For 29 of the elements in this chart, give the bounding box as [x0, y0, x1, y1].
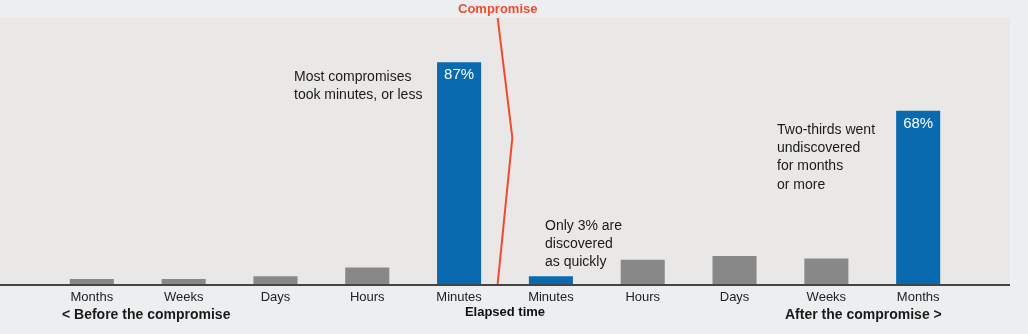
bar	[528, 276, 573, 284]
text: Compromise	[458, 1, 538, 16]
x-tick-label: Hours	[625, 289, 661, 305]
data-label: 68%	[903, 113, 934, 131]
data-label: 87%	[444, 65, 475, 83]
x-tick-label: Weeks	[163, 289, 204, 305]
x-tick-label: Weeks	[806, 289, 847, 305]
x-tick-label: Days	[260, 289, 291, 305]
bar	[69, 278, 114, 284]
bar	[161, 278, 206, 284]
bar	[620, 259, 665, 284]
annotation: Most compromises took minutes, or less	[294, 68, 423, 103]
text: After the compromise >	[785, 306, 942, 322]
bar	[804, 258, 849, 284]
x-tick-label: Minutes	[528, 289, 575, 305]
bar	[437, 62, 482, 284]
text: < Before the compromise	[62, 306, 231, 322]
x-tick-label: Months	[896, 289, 940, 305]
x-tick-label: Days	[719, 289, 750, 305]
bar	[253, 276, 298, 284]
x-tick-label: Months	[70, 289, 114, 305]
bar	[712, 255, 757, 284]
bar	[345, 267, 390, 284]
annotation: Only 3% are discovered as quickly	[545, 217, 623, 270]
x-tick-label: Hours	[349, 289, 386, 305]
bar	[896, 110, 941, 284]
x-axis-title: Elapsed time	[464, 304, 546, 320]
x-tick-label: Minutes	[436, 289, 483, 305]
annotation: Two-thirds went undiscovered for months or more	[777, 121, 876, 192]
